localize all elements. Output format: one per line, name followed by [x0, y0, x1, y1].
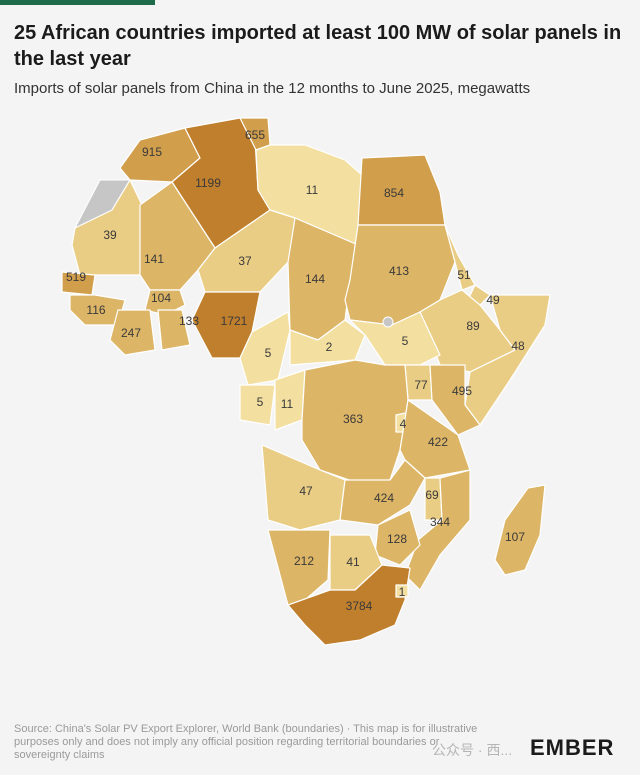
- label-algeria: 1199: [195, 176, 221, 190]
- label-burkina-faso: 104: [151, 291, 171, 305]
- region-south-africa[interactable]: [287, 564, 411, 646]
- region-madagascar[interactable]: [494, 484, 546, 576]
- region-kenya[interactable]: [429, 364, 481, 436]
- label-libya: 11: [306, 183, 319, 197]
- label-uganda: 77: [414, 378, 428, 392]
- region-egypt[interactable]: [357, 154, 446, 226]
- label-gabon: 5: [257, 395, 264, 409]
- label-malawi: 69: [425, 488, 439, 502]
- region-mozambique[interactable]: [404, 469, 471, 591]
- label-zambia: 424: [374, 491, 394, 505]
- label-mozambique: 344: [430, 515, 450, 529]
- label-djibouti: 49: [486, 293, 500, 307]
- label-ethiopia: 89: [466, 319, 480, 333]
- label-tanzania: 422: [428, 435, 448, 449]
- label-mauritania: 39: [103, 228, 117, 242]
- label-madagascar: 107: [505, 530, 525, 544]
- page-subtitle: Imports of solar panels from China in th…: [14, 80, 531, 97]
- label-dr-congo: 363: [343, 412, 363, 426]
- page-title: 25 African countries imported at least 1…: [14, 22, 622, 70]
- region-dr-congo[interactable]: [301, 359, 409, 483]
- region-namibia[interactable]: [267, 529, 331, 606]
- region-no-data-patch: [382, 316, 394, 328]
- label-tunisia: 655: [245, 128, 265, 142]
- label-cote-divoire: 247: [121, 326, 141, 340]
- label-chad: 144: [305, 272, 325, 286]
- region-eritrea[interactable]: [444, 224, 476, 291]
- region-south-sudan[interactable]: [349, 311, 441, 366]
- label-morocco: 915: [142, 145, 162, 159]
- region-eswatini[interactable]: [395, 584, 409, 598]
- label-south-sudan: 5: [402, 334, 409, 348]
- region-mali[interactable]: [139, 181, 216, 291]
- region-gabon[interactable]: [239, 384, 276, 426]
- label-egypt: 854: [384, 186, 404, 200]
- label-ghana: 133: [179, 314, 199, 328]
- ember-logo: EMBER: [530, 735, 615, 760]
- label-central-african-republic: 2: [326, 340, 333, 354]
- label-senegal: 519: [66, 270, 86, 284]
- label-nigeria: 1721: [221, 314, 248, 328]
- label-namibia: 212: [294, 554, 314, 568]
- label-zimbabwe: 128: [387, 532, 407, 546]
- label-niger: 37: [238, 254, 252, 268]
- region-zambia[interactable]: [339, 459, 426, 526]
- label-sudan: 413: [389, 264, 409, 278]
- label-eswatini: 1: [399, 585, 406, 599]
- label-botswana: 41: [346, 555, 360, 569]
- accent-bar: [0, 0, 155, 5]
- region-cote-divoire[interactable]: [109, 309, 156, 356]
- label-angola: 47: [299, 484, 313, 498]
- label-kenya: 495: [452, 384, 472, 398]
- label-mali: 141: [144, 252, 164, 266]
- label-eritrea: 51: [457, 268, 471, 282]
- label-guinea: 116: [86, 303, 105, 317]
- label-rwanda: 4: [400, 417, 407, 431]
- source-note: Source: China's Solar PV Export Explorer…: [14, 723, 478, 761]
- label-somalia: 48: [511, 339, 525, 353]
- watermark: 公众号 · 西...: [432, 742, 513, 758]
- label-south-africa: 3784: [346, 599, 373, 613]
- region-ghana[interactable]: [157, 309, 191, 351]
- label-cameroon: 5: [265, 346, 272, 360]
- label-congo: 11: [281, 397, 294, 411]
